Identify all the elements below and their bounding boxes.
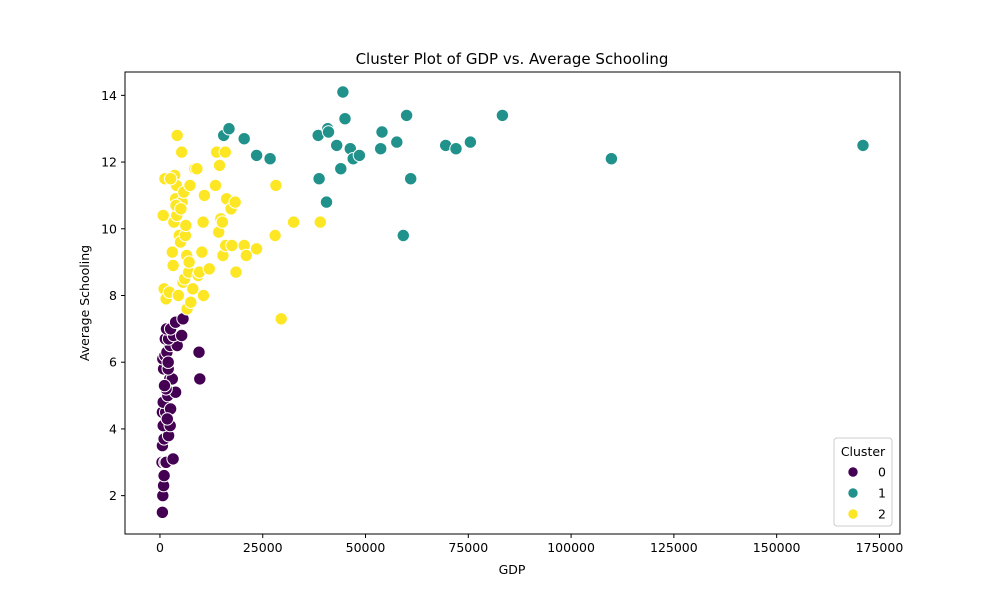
data-point-cluster-1	[449, 142, 463, 156]
data-point-cluster-2	[202, 262, 217, 276]
data-point-cluster-2	[215, 215, 230, 229]
data-point-cluster-1	[463, 135, 478, 149]
data-point-cluster-2	[274, 312, 288, 326]
y-axis-label: Average Schooling	[77, 245, 92, 361]
data-point-cluster-2	[239, 248, 254, 263]
data-point-cluster-2	[195, 245, 209, 259]
data-point-cluster-2	[183, 178, 197, 193]
data-point-cluster-1	[396, 228, 410, 243]
data-point-cluster-2	[208, 178, 223, 193]
data-point-cluster-1	[338, 112, 352, 126]
data-point-cluster-2	[212, 158, 227, 173]
data-point-cluster-2	[156, 208, 170, 223]
legend-label-cluster-2: 2	[878, 507, 886, 522]
y-tick-label: 2	[109, 488, 117, 503]
data-point-cluster-2	[269, 178, 283, 193]
data-point-cluster-1	[390, 135, 404, 149]
data-point-cluster-2	[170, 128, 184, 143]
data-point-cluster-1	[375, 125, 389, 139]
data-point-cluster-2	[197, 188, 212, 203]
legend-label-cluster-0: 0	[878, 465, 886, 480]
data-point-cluster-2	[225, 238, 239, 253]
data-point-cluster-1	[495, 108, 510, 123]
data-point-cluster-2	[163, 172, 178, 186]
legend-box	[833, 437, 893, 527]
data-point-cluster-2	[286, 215, 301, 229]
x-tick-label: 75000	[448, 540, 488, 555]
data-point-cluster-2	[179, 218, 193, 233]
y-tick-label: 6	[109, 355, 117, 370]
data-point-cluster-0	[157, 378, 172, 393]
data-point-cluster-2	[196, 215, 210, 229]
y-axis: 2 4 6 8 10 12 14	[101, 88, 125, 503]
data-point-cluster-1	[374, 142, 388, 156]
data-point-cluster-1	[856, 138, 870, 153]
y-tick-label: 8	[109, 288, 117, 303]
data-point-cluster-1	[321, 125, 336, 139]
y-tick-label: 14	[101, 88, 117, 103]
x-axis-label: GDP	[499, 562, 526, 577]
data-point-cluster-2	[182, 255, 196, 269]
data-point-cluster-1	[404, 172, 418, 186]
chart-title: Cluster Plot of GDP vs. Average Schoolin…	[356, 50, 669, 68]
x-tick-label: 175000	[856, 540, 904, 555]
data-point-cluster-1	[222, 122, 236, 136]
data-point-cluster-2	[184, 295, 198, 309]
data-point-cluster-1	[312, 172, 326, 186]
legend-marker-cluster-2	[847, 508, 859, 520]
data-point-cluster-0	[160, 412, 175, 426]
data-point-cluster-0	[193, 372, 207, 386]
data-point-cluster-0	[155, 505, 170, 519]
data-point-cluster-0	[161, 355, 175, 369]
x-tick-label: 0	[156, 540, 164, 555]
y-tick-label: 4	[109, 421, 117, 436]
data-point-cluster-2	[218, 145, 233, 159]
x-axis: 0 25000 50000 75000 100000 125000 150000 175000	[156, 534, 903, 555]
data-point-cluster-2	[175, 145, 189, 159]
data-point-cluster-1	[334, 162, 348, 176]
data-point-cluster-1	[604, 152, 619, 166]
x-tick-label: 100000	[547, 540, 595, 555]
y-tick-label: 10	[101, 221, 117, 236]
data-point-cluster-1	[319, 195, 334, 209]
data-point-cluster-1	[352, 148, 367, 163]
data-point-cluster-2	[166, 258, 180, 273]
x-tick-label: 25000	[243, 540, 283, 555]
data-point-cluster-0	[166, 452, 180, 466]
data-point-cluster-2	[268, 228, 282, 243]
data-point-cluster-1	[249, 148, 264, 163]
legend-marker-cluster-0	[847, 466, 859, 478]
data-point-cluster-0	[175, 328, 189, 343]
data-point-cluster-2	[249, 242, 264, 256]
data-point-cluster-2	[171, 288, 186, 303]
data-point-cluster-2	[228, 195, 242, 209]
legend: Cluster 0 1 2	[833, 437, 893, 527]
data-point-cluster-0	[192, 345, 206, 359]
legend-marker-cluster-1	[847, 487, 859, 499]
plot-area-frame	[124, 71, 901, 535]
data-point-cluster-2	[196, 288, 211, 303]
data-point-cluster-2	[165, 245, 180, 259]
data-point-cluster-2	[313, 215, 327, 229]
data-point-cluster-2	[174, 202, 188, 216]
data-point-cluster-1	[399, 108, 414, 123]
x-tick-label: 125000	[650, 540, 698, 555]
legend-label-cluster-1: 1	[878, 486, 886, 501]
data-point-cluster-2	[229, 265, 243, 279]
x-tick-label: 150000	[753, 540, 801, 555]
data-point-cluster-0	[157, 468, 171, 483]
y-tick-label: 12	[101, 155, 117, 170]
data-point-cluster-2	[190, 162, 204, 176]
data-points	[155, 85, 870, 519]
legend-items: 0 1 2	[847, 465, 886, 522]
data-point-cluster-1	[237, 132, 251, 146]
data-point-cluster-1	[330, 138, 344, 153]
data-point-cluster-2	[186, 282, 200, 296]
x-tick-label: 50000	[346, 540, 386, 555]
data-point-cluster-1	[336, 85, 350, 99]
data-point-cluster-1	[263, 152, 277, 166]
legend-title: Cluster	[841, 444, 886, 459]
